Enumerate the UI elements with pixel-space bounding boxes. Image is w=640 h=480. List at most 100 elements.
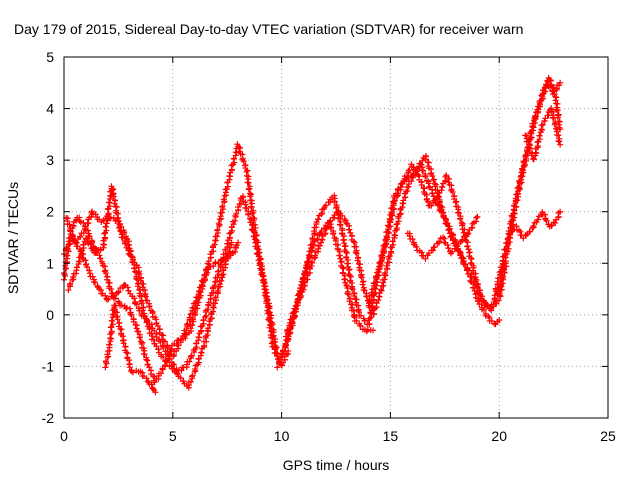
data-point xyxy=(366,296,373,303)
data-point xyxy=(341,276,348,283)
data-point xyxy=(278,354,285,361)
data-point xyxy=(177,375,184,382)
data-point xyxy=(396,211,403,218)
data-point xyxy=(195,334,202,341)
data-point xyxy=(318,228,325,235)
data-point xyxy=(96,252,103,259)
data-point xyxy=(306,251,313,258)
data-point xyxy=(131,295,138,302)
data-point xyxy=(343,248,350,255)
data-point xyxy=(349,286,356,293)
series-track-2 xyxy=(61,193,281,375)
series-track-12 xyxy=(404,213,481,262)
data-point xyxy=(549,108,556,115)
data-point xyxy=(365,302,372,309)
data-point xyxy=(548,222,555,229)
data-point xyxy=(422,156,429,163)
data-point xyxy=(495,297,502,304)
data-point xyxy=(102,223,109,230)
data-point xyxy=(314,236,321,243)
data-point xyxy=(133,276,140,283)
data-point xyxy=(453,198,460,205)
data-point xyxy=(67,280,74,287)
data-point xyxy=(114,316,121,323)
data-point xyxy=(192,365,199,372)
data-point xyxy=(426,183,433,190)
data-point xyxy=(69,276,76,283)
data-point xyxy=(415,171,422,178)
data-point xyxy=(429,172,436,179)
data-point xyxy=(146,364,153,371)
data-point xyxy=(111,200,118,207)
series-track-8 xyxy=(274,218,376,371)
data-point xyxy=(113,204,120,211)
data-point xyxy=(429,247,436,254)
data-point xyxy=(418,161,425,168)
data-point xyxy=(346,298,353,305)
data-point xyxy=(366,315,373,322)
data-point xyxy=(82,223,89,230)
data-point xyxy=(270,332,277,339)
data-point xyxy=(222,261,229,268)
data-point xyxy=(386,253,393,260)
data-point xyxy=(191,309,198,316)
data-point xyxy=(86,270,93,277)
data-point xyxy=(129,369,136,376)
data-point xyxy=(394,190,401,197)
data-point xyxy=(212,259,219,266)
data-point xyxy=(554,107,561,114)
data-point xyxy=(553,94,560,101)
data-point xyxy=(353,250,360,257)
data-point xyxy=(92,249,99,256)
data-point xyxy=(530,223,537,230)
data-point xyxy=(371,279,378,286)
data-point xyxy=(464,231,471,238)
data-point xyxy=(385,229,392,236)
data-point xyxy=(125,250,132,257)
data-point xyxy=(543,217,550,224)
x-tick-label: 5 xyxy=(169,428,177,444)
data-point xyxy=(363,293,370,300)
y-tick-label: 2 xyxy=(46,204,54,220)
data-point xyxy=(490,301,497,308)
data-point xyxy=(143,319,150,326)
data-point xyxy=(550,115,557,122)
data-point xyxy=(337,221,344,228)
data-point xyxy=(527,228,534,235)
data-point xyxy=(108,323,115,330)
y-tick-label: 5 xyxy=(46,49,54,65)
data-point xyxy=(326,218,333,225)
data-point xyxy=(233,242,240,249)
data-point xyxy=(263,295,270,302)
data-point xyxy=(449,248,456,255)
data-point xyxy=(239,194,246,201)
data-point xyxy=(315,216,322,223)
x-tick-label: 0 xyxy=(60,428,68,444)
data-point xyxy=(337,255,344,262)
data-point xyxy=(380,246,387,253)
data-point xyxy=(65,287,72,294)
data-point xyxy=(503,239,510,246)
data-point xyxy=(300,274,307,281)
data-point xyxy=(443,172,450,179)
data-point xyxy=(224,240,231,247)
data-point xyxy=(336,252,343,259)
data-point xyxy=(151,379,158,386)
data-points xyxy=(61,74,564,396)
data-point xyxy=(456,209,463,216)
data-point xyxy=(215,268,222,275)
data-point xyxy=(144,297,151,304)
data-point xyxy=(480,307,487,314)
data-point xyxy=(394,220,401,227)
data-point xyxy=(122,240,129,247)
data-point xyxy=(245,186,252,193)
data-point xyxy=(202,313,209,320)
series-track-13 xyxy=(522,105,564,163)
data-point xyxy=(431,244,438,251)
data-point xyxy=(205,266,212,273)
data-point xyxy=(305,258,312,265)
data-point xyxy=(108,317,115,324)
data-point xyxy=(289,319,296,326)
data-point xyxy=(133,301,140,308)
